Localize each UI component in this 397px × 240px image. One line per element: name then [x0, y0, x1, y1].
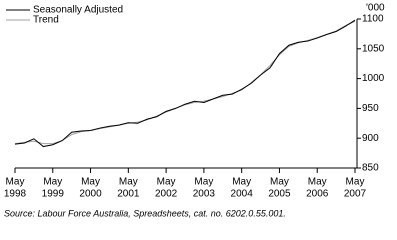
x-tick-label: May — [81, 177, 100, 188]
x-tick-year: 2001 — [117, 189, 140, 200]
y-tick-label: 900 — [362, 133, 379, 144]
series-line — [14, 20, 356, 145]
chart: '000 Source: Labour Force Australia, Spr… — [4, 3, 385, 219]
unit-label: '000 — [366, 3, 385, 14]
x-tick-year: 2007 — [344, 189, 367, 200]
x-tick-year: 1998 — [4, 189, 27, 200]
x-tick-year: 2006 — [306, 189, 329, 200]
x-tick-label: May — [308, 177, 327, 188]
x-tick-year: 2003 — [193, 189, 216, 200]
x-tick-label: May — [119, 177, 138, 188]
y-tick-label: 1050 — [362, 43, 385, 54]
legend-label: Seasonally Adjusted — [33, 5, 123, 16]
x-tick-year: 2002 — [155, 189, 178, 200]
x-tick-year: 2000 — [79, 189, 102, 200]
x-tick-year: 2005 — [268, 189, 291, 200]
x-tick-label: May — [6, 177, 25, 188]
x-tick-label: May — [194, 177, 213, 188]
series-line — [14, 19, 356, 148]
y-tick-label: 850 — [362, 163, 379, 174]
x-tick-label: May — [270, 177, 289, 188]
x-tick-year: 1999 — [42, 189, 65, 200]
x-tick-label: May — [346, 177, 365, 188]
x-tick-label: May — [157, 177, 176, 188]
y-tick-label: 950 — [362, 103, 379, 114]
y-tick-label: 1100 — [362, 14, 384, 25]
y-tick-label: 1000 — [362, 73, 385, 84]
x-tick-year: 2004 — [231, 189, 254, 200]
x-tick-label: May — [232, 177, 251, 188]
source: Source: Labour Force Australia, Spreadsh… — [4, 208, 286, 218]
legend-label: Trend — [33, 15, 59, 26]
x-tick-label: May — [43, 177, 62, 188]
